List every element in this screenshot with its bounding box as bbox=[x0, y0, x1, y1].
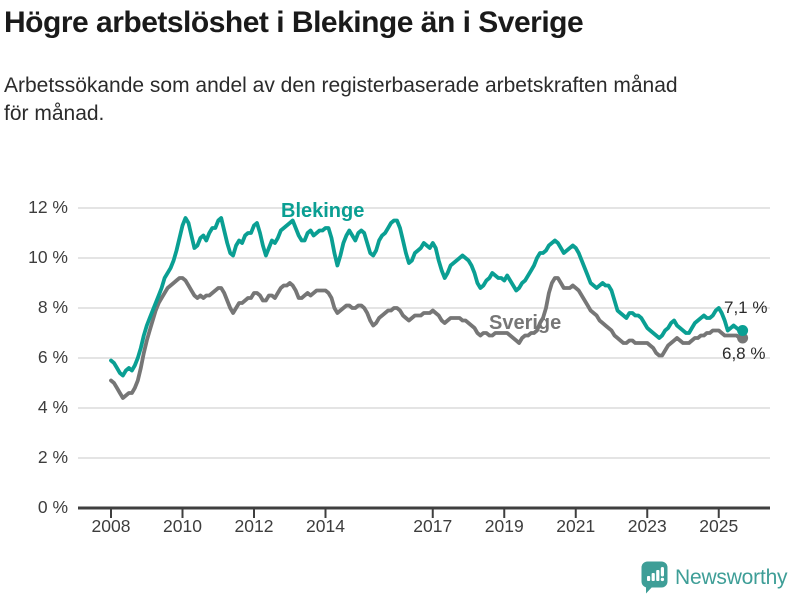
newsworthy-logo-icon bbox=[641, 561, 668, 594]
end-label-blekinge: 7,1 % bbox=[724, 298, 768, 317]
x-tick-label: 2019 bbox=[484, 516, 524, 536]
series-label-blekinge: Blekinge bbox=[281, 200, 365, 222]
page-subtitle-line1: Arbetssökande som andel av den registerb… bbox=[4, 74, 678, 97]
sverige-line bbox=[109, 276, 745, 400]
y-tick-label: 2 % bbox=[37, 447, 68, 467]
blekinge-line bbox=[109, 216, 745, 378]
end-dots bbox=[737, 325, 749, 344]
newsworthy-logo: Newsworthy bbox=[641, 561, 788, 594]
y-tick-label: 8 % bbox=[37, 297, 68, 317]
series-label-sverige: Sverige bbox=[489, 312, 562, 334]
y-tick-label: 0 % bbox=[37, 497, 68, 517]
page-title: Högre arbetslöshet i Blekinge än i Sveri… bbox=[4, 6, 584, 39]
x-tick-label: 2017 bbox=[413, 516, 453, 536]
x-tick-label: 2025 bbox=[699, 516, 739, 536]
x-tick-label: 2010 bbox=[163, 516, 202, 536]
y-tick-label: 10 % bbox=[28, 247, 68, 267]
blekinge-end-dot bbox=[737, 325, 749, 336]
page-subtitle-line2: för månad. bbox=[4, 102, 105, 125]
x-tick-label: 2021 bbox=[556, 516, 596, 536]
y-tick-label: 4 % bbox=[37, 397, 68, 417]
x-tick-label: 2008 bbox=[91, 516, 131, 536]
x-axis bbox=[78, 506, 770, 518]
y-tick-label: 6 % bbox=[37, 347, 68, 367]
y-tick-label: 12 % bbox=[28, 197, 68, 217]
x-tick-label: 2014 bbox=[306, 516, 345, 536]
newsworthy-brand-text: Newsworthy bbox=[675, 565, 788, 589]
gridlines bbox=[78, 207, 770, 459]
x-tick-label: 2012 bbox=[234, 516, 274, 536]
x-tick-label: 2023 bbox=[627, 516, 667, 536]
end-label-sverige: 6,8 % bbox=[722, 344, 766, 363]
series-lines bbox=[109, 216, 745, 400]
